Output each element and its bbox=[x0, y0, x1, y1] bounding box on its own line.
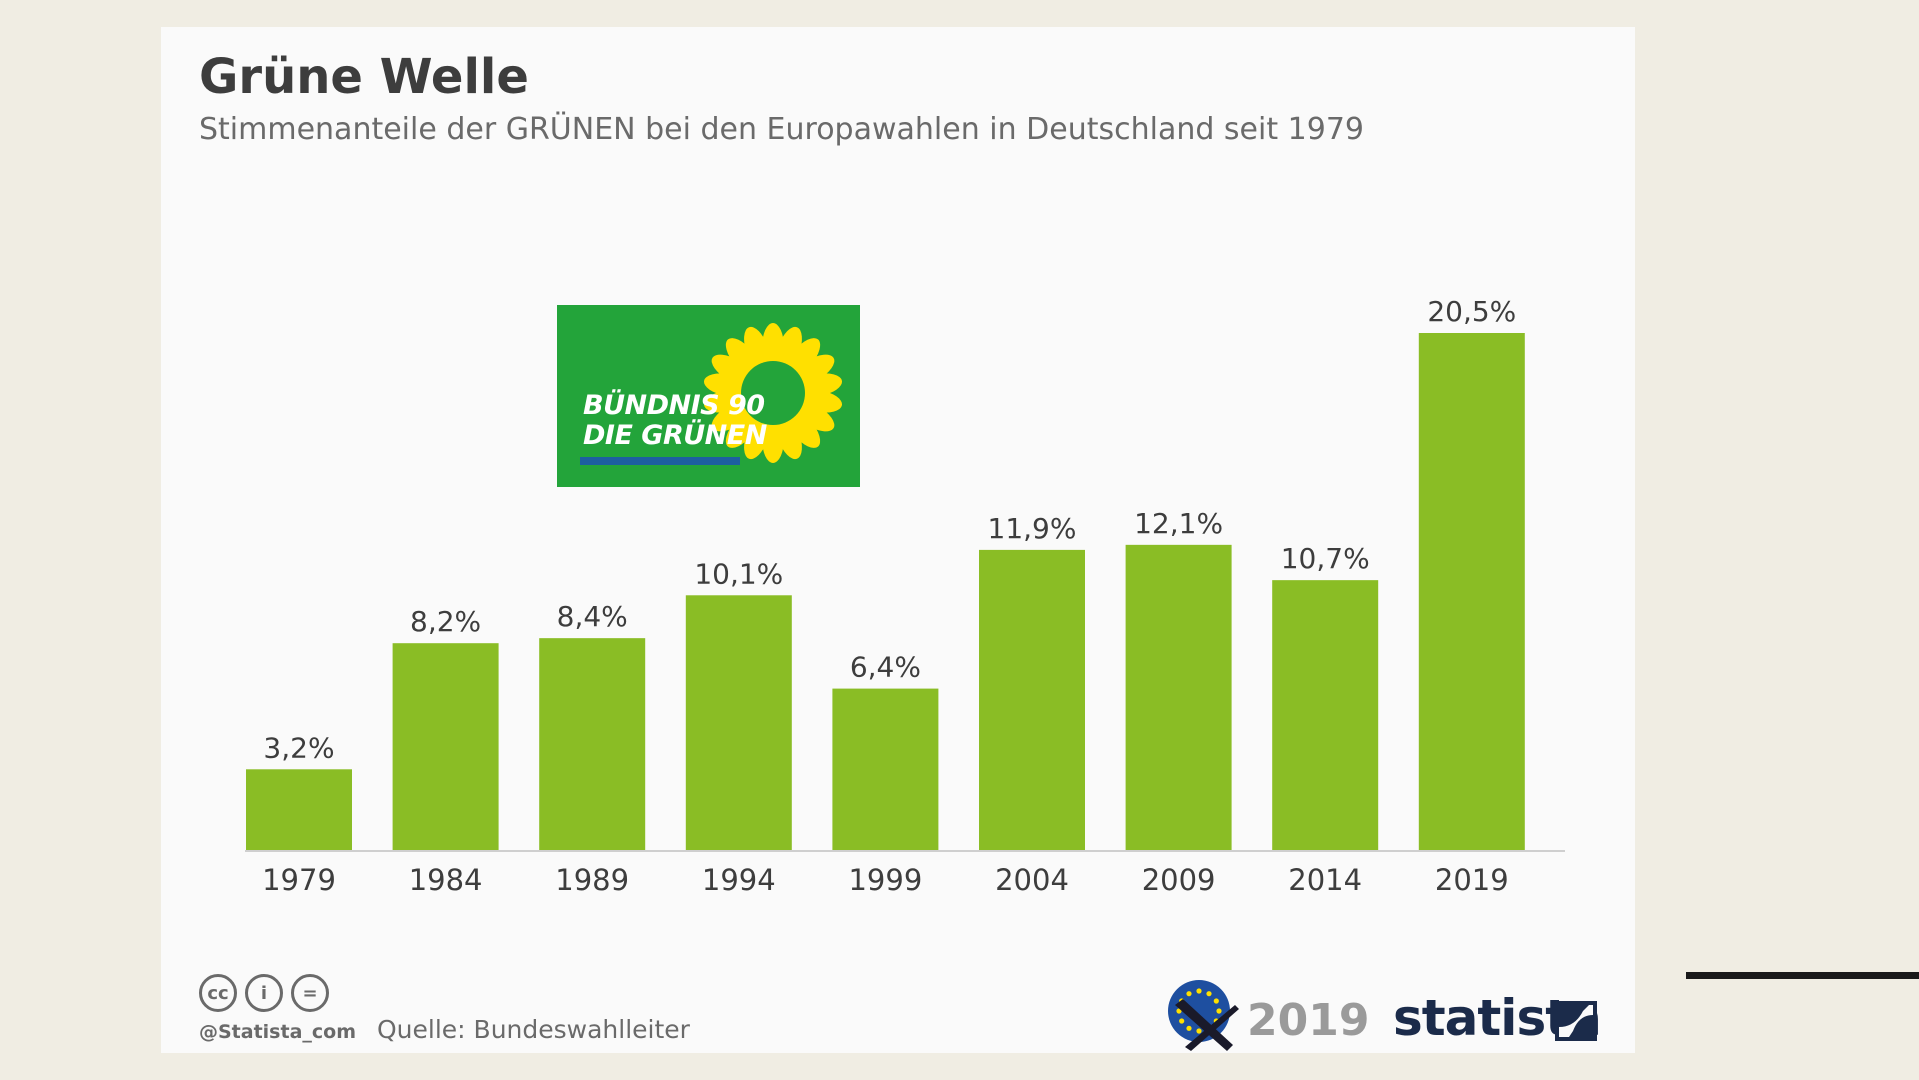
bar-1979 bbox=[246, 769, 352, 850]
x-tick-1999: 1999 bbox=[848, 863, 922, 897]
chart-card: Grüne Welle Stimmenanteile der GRÜNEN be… bbox=[161, 27, 1635, 1053]
bar-1989 bbox=[539, 638, 646, 850]
chart-subtitle: Stimmenanteile der GRÜNEN bei den Europa… bbox=[199, 112, 1364, 147]
x-tick-1984: 1984 bbox=[409, 863, 483, 897]
value-label-2019: 20,5% bbox=[1427, 295, 1516, 328]
license-icons: cc i = bbox=[199, 974, 329, 1012]
statista-mark-icon bbox=[1555, 1001, 1597, 1041]
x-tick-1989: 1989 bbox=[555, 863, 629, 897]
bar-chart: 3,2% 1979 8,2% 1984 8,4% 1989 10,1% 1994 6,4% 199… bbox=[245, 295, 1565, 897]
x-tick-2019: 2019 bbox=[1435, 863, 1509, 897]
bar-1994 bbox=[685, 595, 792, 850]
no-derivatives-icon: = bbox=[291, 974, 329, 1012]
attribution-icon: i bbox=[245, 974, 283, 1012]
x-tick-1994: 1994 bbox=[702, 863, 776, 897]
logo-line-1: BÜNDNIS 90 bbox=[583, 390, 765, 421]
x-tick-2009: 2009 bbox=[1142, 863, 1216, 897]
x-tick-2014: 2014 bbox=[1288, 863, 1362, 897]
value-label-1999: 6,4% bbox=[850, 651, 921, 684]
sunflower-icon bbox=[703, 323, 843, 463]
gruene-party-logo: BÜNDNIS 90 DIE GRÜNEN bbox=[557, 305, 860, 487]
bar-2019 bbox=[1418, 333, 1525, 850]
value-label-1984: 8,2% bbox=[410, 605, 481, 638]
value-label-2009: 12,1% bbox=[1134, 507, 1223, 540]
value-label-1989: 8,4% bbox=[557, 600, 628, 633]
eu-election-icon bbox=[1168, 980, 1239, 1051]
bar-1999 bbox=[832, 688, 939, 850]
logo-underline bbox=[580, 457, 740, 465]
x-tick-1979: 1979 bbox=[262, 863, 336, 897]
logo-line-2: DIE GRÜNEN bbox=[583, 420, 767, 451]
statista-handle: @Statista_com bbox=[199, 1021, 357, 1043]
bar-2004 bbox=[979, 549, 1085, 850]
chart-title: Grüne Welle bbox=[199, 49, 529, 105]
bar-2009 bbox=[1125, 544, 1232, 850]
value-label-2004: 11,9% bbox=[988, 512, 1077, 545]
value-label-1994: 10,1% bbox=[694, 557, 783, 590]
source-note: Quelle: Bundeswahlleiter bbox=[377, 1015, 690, 1044]
eu-election-year: 2019 bbox=[1247, 995, 1370, 1046]
bar-2014 bbox=[1272, 580, 1379, 850]
x-tick-2004: 2004 bbox=[995, 863, 1069, 897]
bar-1984 bbox=[392, 643, 499, 850]
value-label-2014: 10,7% bbox=[1281, 542, 1370, 575]
cc-icon: cc bbox=[199, 974, 237, 1012]
edge-divider bbox=[1686, 972, 1919, 979]
value-label-1979: 3,2% bbox=[263, 731, 334, 764]
